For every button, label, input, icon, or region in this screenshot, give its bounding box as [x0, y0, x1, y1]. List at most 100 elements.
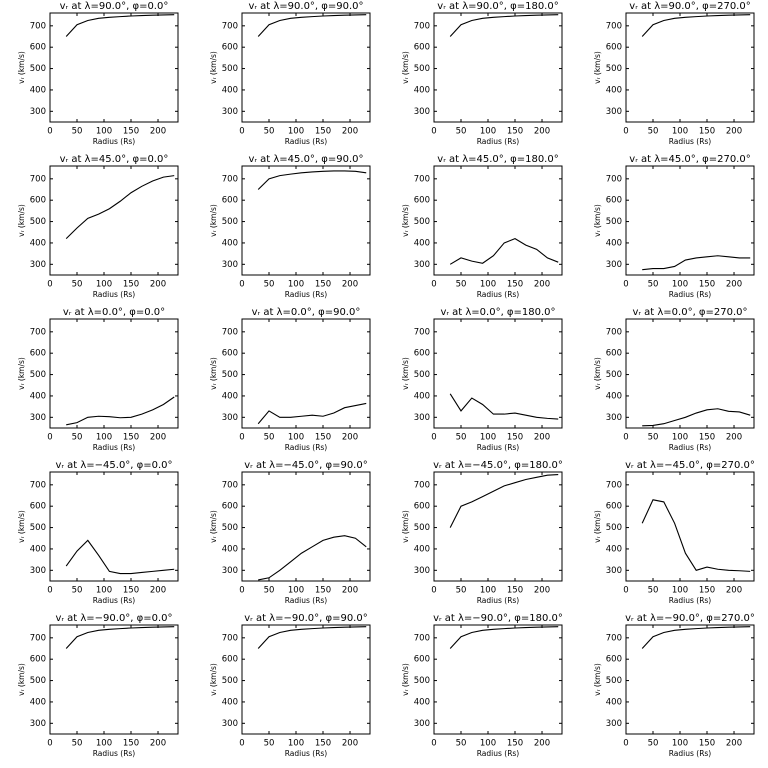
plot-frame — [625, 165, 755, 276]
y-tick-label: 300 — [30, 107, 46, 117]
y-tick-label: 700 — [30, 174, 46, 184]
x-tick-label: 150 — [507, 433, 523, 443]
x-tick-label: 150 — [315, 586, 331, 596]
y-tick-label: 500 — [414, 523, 430, 533]
x-tick-label: 150 — [315, 433, 331, 443]
panel-title: vᵣ at λ=45.0°, φ=0.0° — [60, 154, 169, 165]
panel: vᵣ at λ=−90.0°, φ=270.0° 0 50 100 150 200 300 4… — [593, 613, 755, 758]
y-tick-label: 700 — [414, 174, 430, 184]
panel: vᵣ at λ=45.0°, φ=0.0° 0 50 100 150 200 300 400 5… — [17, 154, 179, 299]
y-tick-label: 500 — [606, 370, 622, 380]
plot-frame — [433, 624, 563, 735]
x-tick-label: 100 — [288, 280, 304, 290]
x-tick-label: 50 — [72, 127, 83, 137]
y-axis-label: vᵣ (km/s) — [17, 510, 26, 543]
x-tick-label: 0 — [47, 127, 52, 137]
y-tick-label: 300 — [30, 566, 46, 576]
y-tick-label: 700 — [414, 21, 430, 31]
x-tick-label: 200 — [534, 127, 550, 137]
plot-frame — [433, 471, 563, 582]
y-tick-label: 300 — [222, 107, 238, 117]
y-tick-label: 500 — [222, 64, 238, 74]
x-tick-label: 50 — [648, 433, 659, 443]
plot-frame — [433, 12, 563, 123]
y-axis-label: vᵣ (km/s) — [17, 663, 26, 696]
x-tick-label: 50 — [456, 739, 467, 749]
x-tick-label: 0 — [47, 280, 52, 290]
x-tick-label: 0 — [47, 739, 52, 749]
panel: vᵣ at λ=45.0°, φ=90.0° 0 50 100 150 200 300 400… — [209, 154, 371, 299]
x-tick-label: 150 — [507, 127, 523, 137]
y-axis-label: vᵣ (km/s) — [209, 204, 218, 237]
y-axis-label: vᵣ (km/s) — [401, 663, 410, 696]
x-axis-label: Radius (Rs) — [285, 137, 328, 146]
y-tick-label: 300 — [414, 566, 430, 576]
x-tick-label: 0 — [623, 586, 628, 596]
x-axis-label: Radius (Rs) — [93, 137, 136, 146]
plot-frame — [241, 12, 371, 123]
x-tick-label: 100 — [96, 433, 112, 443]
y-tick-label: 300 — [414, 719, 430, 729]
plot-frame — [49, 624, 179, 735]
y-axis-label: vᵣ (km/s) — [209, 510, 218, 543]
x-tick-label: 50 — [72, 586, 83, 596]
x-axis-label: Radius (Rs) — [669, 137, 712, 146]
x-axis-label: Radius (Rs) — [477, 137, 520, 146]
y-tick-label: 700 — [606, 633, 622, 643]
y-axis-label: vᵣ (km/s) — [17, 357, 26, 390]
x-tick-label: 150 — [699, 433, 715, 443]
y-tick-label: 700 — [222, 633, 238, 643]
panel: vᵣ at λ=−45.0°, φ=90.0° 0 50 100 150 200 300 40… — [209, 460, 371, 605]
y-tick-label: 500 — [30, 676, 46, 686]
y-tick-label: 300 — [606, 260, 622, 270]
x-tick-label: 200 — [534, 586, 550, 596]
y-tick-label: 300 — [222, 566, 238, 576]
y-tick-label: 300 — [414, 260, 430, 270]
panel: vᵣ at λ=0.0°, φ=90.0° 0 50 100 150 200 300 400 5… — [209, 307, 371, 452]
x-tick-label: 0 — [431, 739, 436, 749]
panel: vᵣ at λ=45.0°, φ=270.0° 0 50 100 150 200 300 40… — [593, 154, 755, 299]
data-line — [449, 393, 559, 420]
x-tick-label: 0 — [431, 280, 436, 290]
plot-frame — [241, 165, 371, 276]
data-line — [449, 474, 559, 528]
x-tick-label: 50 — [264, 433, 275, 443]
y-tick-label: 400 — [30, 85, 46, 95]
y-tick-label: 400 — [222, 85, 238, 95]
x-tick-label: 150 — [507, 586, 523, 596]
y-tick-label: 600 — [606, 655, 622, 665]
panel: vᵣ at λ=−45.0°, φ=270.0° 0 50 100 150 200 300 4… — [593, 460, 755, 605]
panel: vᵣ at λ=0.0°, φ=270.0° 0 50 100 150 200 300 400… — [593, 307, 755, 452]
x-tick-label: 200 — [534, 739, 550, 749]
panel-title: vᵣ at λ=0.0°, φ=90.0° — [252, 307, 361, 318]
x-tick-label: 150 — [699, 127, 715, 137]
y-tick-label: 400 — [222, 238, 238, 248]
x-axis-label: Radius (Rs) — [477, 596, 520, 605]
y-tick-label: 500 — [606, 64, 622, 74]
y-axis-label: vᵣ (km/s) — [209, 357, 218, 390]
x-tick-label: 200 — [726, 739, 742, 749]
x-tick-label: 100 — [480, 127, 496, 137]
panel-title: vᵣ at λ=−45.0°, φ=180.0° — [433, 460, 563, 471]
y-tick-label: 700 — [606, 21, 622, 31]
data-line — [66, 396, 175, 426]
y-tick-label: 300 — [606, 719, 622, 729]
y-tick-label: 500 — [606, 217, 622, 227]
x-tick-label: 200 — [534, 280, 550, 290]
panel: vᵣ at λ=0.0°, φ=0.0° 0 50 100 150 200 300 400 50… — [17, 307, 179, 452]
y-tick-label: 500 — [30, 217, 46, 227]
panel-title: vᵣ at λ=0.0°, φ=0.0° — [63, 307, 165, 318]
y-axis-label: vᵣ (km/s) — [593, 510, 602, 543]
y-tick-label: 400 — [222, 544, 238, 554]
plot-frame — [241, 318, 371, 429]
panel-title: vᵣ at λ=90.0°, φ=0.0° — [60, 1, 169, 12]
plot-frame — [49, 165, 179, 276]
y-tick-label: 300 — [606, 413, 622, 423]
plot-frame — [49, 318, 179, 429]
x-axis-label: Radius (Rs) — [669, 290, 712, 299]
y-tick-label: 700 — [30, 21, 46, 31]
y-tick-label: 700 — [414, 633, 430, 643]
x-axis-label: Radius (Rs) — [285, 596, 328, 605]
plot-frame — [49, 471, 179, 582]
plot-frame — [625, 12, 755, 123]
